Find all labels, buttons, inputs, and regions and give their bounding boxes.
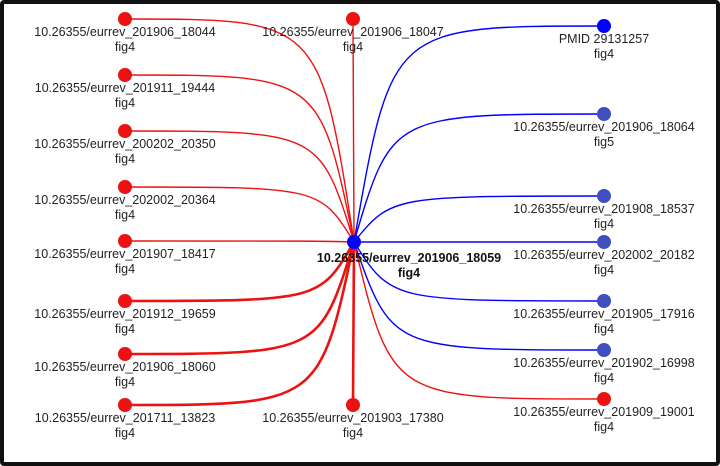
node-id: 10.26355/eurrev_201905_17916 — [513, 307, 694, 322]
node-label-11: 10.26355/eurrev_201905_17916 fig4 — [513, 307, 694, 337]
node-label-15: 10.26355/eurrev_201903_17380 fig4 — [262, 411, 443, 441]
node-7[interactable] — [597, 189, 611, 203]
node-label-3: 10.26355/eurrev_201911_19444 fig4 — [35, 81, 216, 111]
node-label-7: 10.26355/eurrev_201908_18537 fig4 — [513, 202, 694, 232]
node-2[interactable] — [597, 19, 611, 33]
node-id: 10.26355/eurrev_201906_18060 — [34, 360, 215, 375]
node-3[interactable] — [118, 68, 132, 82]
node-id: PMID 29131257 — [559, 32, 649, 47]
center-node-id: 10.26355/eurrev_201906_18059 — [317, 251, 501, 266]
node-label-9: 10.26355/eurrev_202002_20182 fig4 — [513, 248, 694, 278]
node-sub: fig4 — [262, 40, 443, 55]
node-sub: fig4 — [513, 420, 694, 435]
node-sub: fig4 — [513, 263, 694, 278]
node-sub: fig4 — [34, 152, 215, 167]
citation-graph — [4, 4, 716, 462]
node-label-12: 10.26355/eurrev_201906_18060 fig4 — [34, 360, 215, 390]
node-5[interactable] — [118, 124, 132, 138]
node-sub: fig4 — [35, 426, 216, 441]
node-label-4: 10.26355/eurrev_201906_18064 fig5 — [513, 120, 694, 150]
node-sub: fig4 — [262, 426, 443, 441]
node-4[interactable] — [597, 107, 611, 121]
node-id: 10.26355/eurrev_201907_18417 — [34, 247, 215, 262]
node-label-6: 10.26355/eurrev_202002_20364 fig4 — [34, 193, 215, 223]
node-sub: fig5 — [513, 135, 694, 150]
node-sub: fig4 — [513, 217, 694, 232]
node-sub: fig4 — [34, 375, 215, 390]
node-id: 10.26355/eurrev_201911_19444 — [35, 81, 216, 96]
node-label-10: 10.26355/eurrev_201912_19659 fig4 — [34, 307, 215, 337]
node-label-14: 10.26355/eurrev_201711_13823 fig4 — [35, 411, 216, 441]
node-sub: fig4 — [559, 47, 649, 62]
node-sub: fig4 — [513, 371, 694, 386]
node-id: 10.26355/eurrev_201909_19001 — [513, 405, 694, 420]
node-label-16: 10.26355/eurrev_201909_19001 fig4 — [513, 405, 694, 435]
node-11[interactable] — [597, 294, 611, 308]
node-label-5: 10.26355/eurrev_200202_20350 fig4 — [34, 137, 215, 167]
node-sub: fig4 — [35, 96, 216, 111]
node-id: 10.26355/eurrev_201903_17380 — [262, 411, 443, 426]
center-node[interactable] — [347, 235, 361, 249]
node-id: 10.26355/eurrev_201906_18064 — [513, 120, 694, 135]
node-10[interactable] — [118, 294, 132, 308]
node-id: 10.26355/eurrev_202002_20364 — [34, 193, 215, 208]
node-6[interactable] — [118, 180, 132, 194]
node-0[interactable] — [118, 12, 132, 26]
node-12[interactable] — [118, 347, 132, 361]
node-id: 10.26355/eurrev_201908_18537 — [513, 202, 694, 217]
node-15[interactable] — [346, 398, 360, 412]
node-9[interactable] — [597, 235, 611, 249]
node-sub: fig4 — [34, 208, 215, 223]
node-sub: fig4 — [34, 262, 215, 277]
node-id: 10.26355/eurrev_202002_20182 — [513, 248, 694, 263]
node-1[interactable] — [346, 12, 360, 26]
node-id: 10.26355/eurrev_201711_13823 — [35, 411, 216, 426]
node-id: 10.26355/eurrev_201906_18044 — [34, 25, 215, 40]
node-sub: fig4 — [34, 322, 215, 337]
node-sub: fig4 — [513, 322, 694, 337]
node-label-1: 10.26355/eurrev_201906_18047 fig4 — [262, 25, 443, 55]
node-14[interactable] — [118, 398, 132, 412]
node-sub: fig4 — [34, 40, 215, 55]
node-id: 10.26355/eurrev_201906_18047 — [262, 25, 443, 40]
node-label-0: 10.26355/eurrev_201906_18044 fig4 — [34, 25, 215, 55]
node-16[interactable] — [597, 392, 611, 406]
node-label-13: 10.26355/eurrev_201902_16998 fig4 — [513, 356, 694, 386]
edge-8 — [125, 241, 354, 242]
node-label-8: 10.26355/eurrev_201907_18417 fig4 — [34, 247, 215, 277]
center-node-sub: fig4 — [317, 266, 501, 281]
node-id: 10.26355/eurrev_201902_16998 — [513, 356, 694, 371]
node-8[interactable] — [118, 234, 132, 248]
node-id: 10.26355/eurrev_201912_19659 — [34, 307, 215, 322]
center-node-label: 10.26355/eurrev_201906_18059 fig4 — [317, 251, 501, 281]
node-id: 10.26355/eurrev_200202_20350 — [34, 137, 215, 152]
node-13[interactable] — [597, 343, 611, 357]
node-label-2: PMID 29131257 fig4 — [559, 32, 649, 62]
